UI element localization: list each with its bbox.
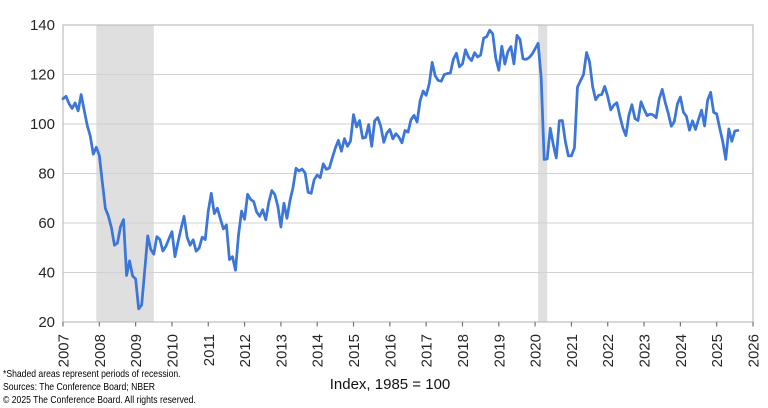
y-axis-tick-label: 80 (38, 166, 55, 183)
x-axis-tick-label: 2016 (382, 334, 399, 367)
x-axis-tick-label: 2023 (637, 334, 654, 367)
confidence-index-line (61, 28, 740, 311)
x-axis-tick-label: 2013 (273, 334, 290, 367)
y-axis-tick-label: 60 (38, 215, 55, 232)
y-axis-tick-label: 100 (30, 116, 55, 133)
x-axis-tick-label: 2011 (201, 334, 218, 366)
x-axis-tick-label: 2022 (600, 334, 617, 367)
footnote-recession-note: *Shaded areas represent periods of reces… (3, 368, 181, 380)
x-axis-tick-label: 2026 (746, 334, 763, 367)
x-axis-tick-label: 2018 (455, 334, 472, 367)
y-axis-tick-label: 40 (38, 265, 55, 282)
x-axis-tick-label: 2008 (92, 334, 109, 367)
y-axis-tick-label: 20 (38, 314, 55, 331)
y-axis-tick-label: 120 (30, 67, 55, 84)
x-axis-tick-label: 2019 (491, 334, 508, 367)
x-axis-tick-label: 2021 (564, 334, 581, 367)
x-axis-tick-label: 2020 (528, 334, 545, 367)
x-axis-tick-label: 2024 (673, 334, 690, 367)
y-axis-tick-label: 140 (30, 17, 55, 34)
x-axis-tick-label: 2009 (128, 334, 145, 367)
chart-footnotes: *Shaded areas represent periods of reces… (3, 368, 196, 407)
x-axis-tick-label: 2015 (346, 334, 363, 367)
x-axis-tick-label: 2007 (56, 334, 73, 367)
x-axis-tick-label: 2025 (709, 334, 726, 367)
footnote-sources: Sources: The Conference Board; NBER (3, 380, 156, 393)
x-axis-tick-label: 2014 (310, 334, 327, 367)
index-base-caption: Index, 1985 = 100 (329, 376, 451, 393)
x-axis-tick-label: 2010 (164, 334, 181, 367)
plot-border (62, 24, 754, 323)
footnote-copyright: © 2025 The Conference Board. All rights … (3, 393, 196, 406)
x-axis-tick-label: 2017 (419, 334, 436, 367)
x-axis-tick-label: 2012 (237, 334, 254, 367)
